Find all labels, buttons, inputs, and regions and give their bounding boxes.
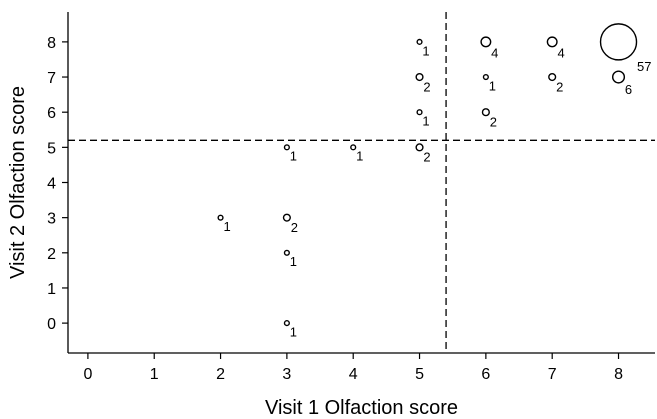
y-tick-label: 5 (47, 140, 56, 157)
bubble-point (599, 23, 638, 61)
axis-ticks: 0 1 2 3 4 5 6 7 8 0 1 2 3 4 5 6 7 8 (47, 35, 623, 383)
bubble-point (217, 214, 224, 221)
bubble-count-label: 2 (423, 150, 430, 165)
y-tick-label: 7 (47, 70, 56, 87)
bubble-count-label: 2 (490, 115, 497, 130)
x-tick-label: 2 (216, 366, 225, 383)
bubble-point (282, 213, 291, 222)
bubble-count-label: 1 (422, 43, 429, 58)
y-tick-label: 0 (47, 316, 56, 333)
bubble-point (546, 36, 558, 48)
x-tick-label: 8 (614, 366, 623, 383)
bubble-point (480, 36, 492, 48)
x-tick-label: 7 (548, 366, 557, 383)
bubble-count-label: 2 (556, 79, 563, 94)
y-axis-label: Visit 2 Olfaction score (7, 86, 29, 279)
bubble-point (482, 73, 489, 81)
y-tick-label: 6 (47, 105, 56, 122)
bubble-point (415, 72, 424, 82)
bubble-count-label: 6 (625, 82, 632, 97)
bubble-point (416, 109, 423, 116)
y-tick-label: 3 (47, 211, 56, 228)
bubble-point (415, 143, 424, 152)
x-tick-label: 0 (83, 366, 92, 383)
y-tick-label: 2 (47, 246, 56, 263)
x-tick-label: 1 (150, 366, 159, 383)
bubble-count-label: 1 (223, 219, 230, 234)
count-labels: 1 1 1 2 1 1 2 1 2 1 2 1 4 2 4 6 57 (223, 43, 651, 339)
bubble-point (416, 38, 423, 45)
axes-frame (67, 12, 655, 354)
bubble-point (548, 72, 557, 82)
bubble-count-label: 2 (423, 79, 430, 94)
bubble-point (283, 320, 290, 327)
bubbles (217, 23, 638, 327)
x-tick-label: 5 (415, 366, 424, 383)
x-axis-label: Visit 1 Olfaction score (265, 397, 458, 419)
y-tick-label: 4 (47, 176, 56, 193)
x-tick-label: 4 (349, 366, 358, 383)
x-tick-label: 3 (282, 366, 291, 383)
x-tick-label: 6 (481, 366, 490, 383)
bubble-count-label: 1 (422, 114, 429, 129)
bubble-point (611, 70, 626, 84)
bubble-count-label: 1 (489, 78, 496, 93)
bubble-point (350, 144, 357, 151)
threshold-lines (68, 12, 655, 353)
bubble-count-label: 57 (637, 59, 651, 74)
bubble-count-label: 2 (291, 220, 298, 235)
bubble-count-label: 1 (290, 325, 297, 340)
bubble-point (283, 144, 290, 151)
y-tick-label: 1 (47, 281, 56, 298)
bubble-count-label: 1 (356, 149, 363, 164)
bubble-count-label: 4 (491, 46, 498, 61)
bubble-count-label: 1 (290, 254, 297, 269)
bubble-point (481, 108, 490, 117)
bubble-count-label: 1 (290, 149, 297, 164)
y-tick-label: 8 (47, 35, 56, 52)
bubble-point (283, 249, 290, 256)
bubble-count-label: 4 (557, 46, 564, 61)
